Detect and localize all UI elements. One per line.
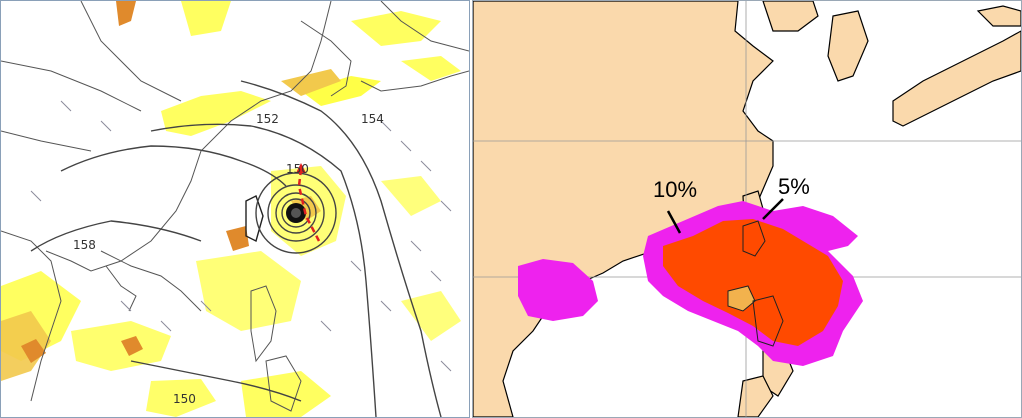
contour-label-150-bottom: 150 xyxy=(173,392,196,406)
contour-label-154: 154 xyxy=(361,112,384,126)
label-10-percent: 10% xyxy=(653,177,697,202)
coastlines xyxy=(1,1,469,412)
land-masses xyxy=(473,1,1021,417)
island-outlines xyxy=(727,220,784,347)
label-5-percent: 5% xyxy=(778,174,810,199)
probability-map-right: 10% 5% xyxy=(472,0,1022,418)
wind-barbs xyxy=(30,100,452,372)
typhoon-track xyxy=(296,163,321,242)
contour-label-152: 152 xyxy=(256,112,279,126)
forecast-map-left: 152 154 150 158 150 xyxy=(0,0,470,418)
isobars xyxy=(30,80,442,417)
precipitation-shading xyxy=(1,1,461,417)
pointer-arrows xyxy=(666,198,784,234)
probability-10-percent-area xyxy=(663,219,843,346)
typhoon-eye-icon xyxy=(286,203,306,223)
contour-label-150-top: 150 xyxy=(286,162,309,176)
contour-label-158: 158 xyxy=(73,238,96,252)
